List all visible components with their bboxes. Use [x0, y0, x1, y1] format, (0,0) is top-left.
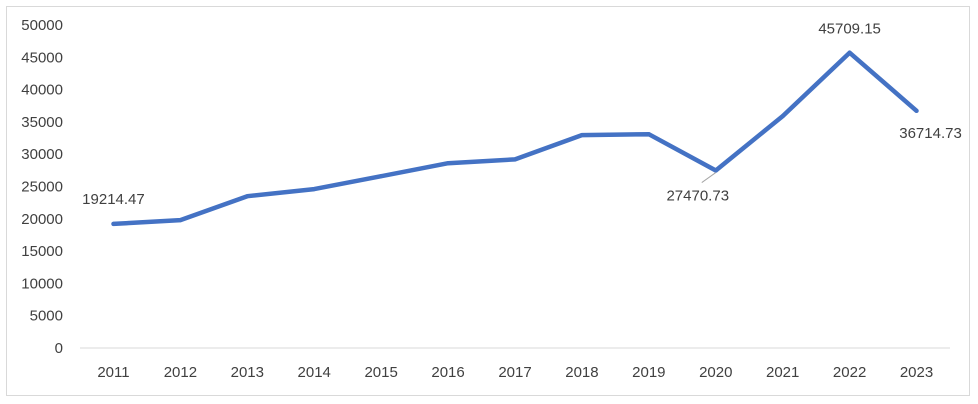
x-tick-label: 2020 — [699, 364, 732, 381]
data-point — [312, 187, 317, 192]
data-point — [446, 161, 451, 166]
x-tick-label: 2013 — [231, 364, 264, 381]
data-label: 36714.73 — [899, 125, 962, 142]
x-tick-label: 2016 — [431, 364, 464, 381]
y-tick-label: 15000 — [21, 243, 63, 260]
x-tick-label: 2015 — [364, 364, 397, 381]
data-point — [780, 114, 785, 119]
y-tick-label: 45000 — [21, 49, 63, 66]
x-tick-label: 2023 — [900, 364, 933, 381]
y-tick-label: 0 — [55, 340, 63, 357]
y-tick-label: 35000 — [21, 114, 63, 131]
data-label: 27470.73 — [666, 188, 729, 205]
chart-frame — [6, 6, 970, 396]
y-tick-label: 10000 — [21, 275, 63, 292]
series-line — [111, 50, 919, 227]
data-point — [379, 174, 384, 179]
x-tick-label: 2022 — [833, 364, 866, 381]
y-axis-ticks: 0 5000 10000 15000 20000 25000 30000 35000 40000… — [21, 17, 63, 357]
x-axis-ticks: 2011 2012 2013 2014 2015 2016 2017 2018 2019 2020… — [97, 364, 933, 381]
y-tick-label: 20000 — [21, 211, 63, 228]
data-label: 45709.15 — [818, 21, 881, 38]
x-tick-label: 2018 — [565, 364, 598, 381]
x-tick-label: 2017 — [498, 364, 531, 381]
x-tick-label: 2011 — [97, 364, 129, 381]
data-labels: 19214.47 27470.73 45709.15 36714.73 — [82, 21, 962, 208]
data-point — [847, 50, 852, 55]
data-label: 19214.47 — [82, 191, 145, 208]
x-tick-label: 2021 — [766, 364, 799, 381]
data-point — [178, 218, 183, 223]
series-group — [111, 50, 919, 227]
data-label-leader — [701, 172, 717, 183]
data-point — [513, 157, 517, 162]
x-tick-label: 2019 — [632, 364, 665, 381]
x-tick-label: 2014 — [298, 364, 331, 381]
data-point — [914, 108, 919, 113]
y-tick-label: 40000 — [21, 82, 63, 99]
data-point — [579, 133, 584, 138]
data-point — [646, 132, 651, 137]
x-tick-label: 2012 — [164, 364, 197, 381]
data-point — [245, 194, 250, 199]
y-tick-label: 30000 — [21, 146, 63, 163]
y-tick-label: 5000 — [30, 308, 63, 325]
data-point — [713, 168, 718, 173]
y-tick-label: 25000 — [21, 179, 63, 196]
data-point — [111, 221, 116, 226]
y-tick-label: 50000 — [21, 17, 63, 34]
